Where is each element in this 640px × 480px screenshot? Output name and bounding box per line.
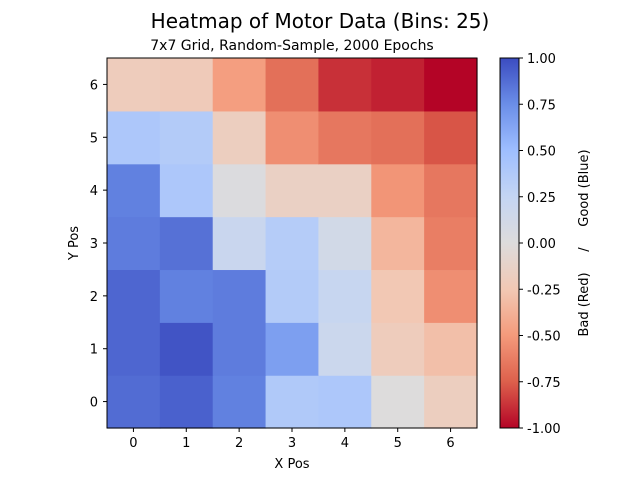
heatmap-cell (159, 269, 214, 323)
heatmap-cell (265, 322, 320, 376)
y-tick-label: 1 (90, 343, 98, 358)
y-axis-ticks: 0 1 2 3 4 5 6 (90, 78, 107, 411)
x-tick-label: 6 (446, 436, 454, 451)
y-axis-label: Y Pos (67, 226, 82, 261)
x-tick-label: 5 (394, 436, 402, 451)
heatmap-cell (424, 322, 478, 376)
y-tick-label: 6 (90, 78, 98, 93)
heatmap-cell (424, 375, 478, 429)
heatmap-cell (424, 163, 478, 218)
colorbar-tick-label: -0.50 (527, 330, 561, 345)
heatmap-cell (212, 163, 267, 218)
heatmap-cell (318, 322, 372, 376)
heatmap-cell (424, 216, 478, 271)
heatmap-cell (107, 163, 161, 218)
heatmap-cell (159, 216, 214, 271)
x-tick-label: 4 (341, 436, 349, 451)
heatmap-cell (371, 110, 425, 165)
heatmap-cell (159, 322, 214, 376)
heatmap-cell (159, 110, 214, 165)
heatmap-cell (371, 58, 425, 112)
heatmap-cell (107, 58, 161, 112)
heatmap-cell (159, 163, 214, 218)
x-axis-label: X Pos (274, 457, 309, 472)
heatmap-cell (424, 269, 478, 323)
heatmap-cell (212, 322, 267, 376)
heatmap-cell (212, 269, 267, 323)
heatmap-cell (159, 375, 214, 429)
heatmap-cell (265, 269, 320, 323)
heatmap-cell (424, 58, 478, 112)
colorbar-tick-label: 1.00 (527, 52, 556, 67)
heatmap-cell (212, 58, 267, 112)
y-tick-label: 4 (90, 184, 98, 199)
heatmap-cell (424, 110, 478, 165)
x-tick-label: 1 (182, 436, 190, 451)
heatmap-cell (371, 375, 425, 429)
heatmap-cell (107, 110, 161, 165)
heatmap-cell (107, 375, 161, 429)
heatmap-cell (265, 375, 320, 429)
heatmap-cells (107, 58, 478, 429)
chart-subtitle: 7x7 Grid, Random-Sample, 2000 Epochs (150, 38, 433, 54)
y-tick-label: 0 (90, 396, 98, 411)
heatmap-cell (265, 163, 320, 218)
heatmap-cell (318, 269, 372, 323)
y-tick-label: 2 (90, 290, 98, 305)
heatmap-cell (265, 216, 320, 271)
heatmap-cell (318, 216, 372, 271)
heatmap-cell (265, 110, 320, 165)
y-tick-label: 5 (90, 131, 98, 146)
heatmap-cell (107, 269, 161, 323)
heatmap-cell (318, 110, 372, 165)
heatmap-cell (371, 216, 425, 271)
heatmap-cell (318, 58, 372, 112)
heatmap-cell (212, 375, 267, 429)
colorbar-tick-label: -0.75 (527, 376, 561, 391)
heatmap-cell (212, 216, 267, 271)
colorbar-label: Bad (Red) / Good (Blue) (577, 149, 592, 336)
colorbar-tick-label: 0.00 (527, 237, 556, 252)
colorbar-tick-label: 0.75 (527, 98, 556, 113)
colorbar-ticks: -1.00 -0.75 -0.50 -0.25 0.00 0.25 0.50 0.75 1.00 (519, 52, 561, 437)
heatmap-cell (371, 269, 425, 323)
x-tick-label: 2 (235, 436, 243, 451)
heatmap-cell (159, 58, 214, 112)
heatmap-cell (107, 322, 161, 376)
heatmap-cell (318, 375, 372, 429)
chart-title: Heatmap of Motor Data (Bins: 25) (151, 9, 490, 33)
x-tick-label: 3 (288, 436, 296, 451)
heatmap-cell (371, 322, 425, 376)
x-axis-ticks: 0 1 2 3 4 5 6 (129, 428, 455, 451)
colorbar (499, 57, 520, 429)
x-tick-label: 0 (129, 436, 137, 451)
colorbar-tick-label: -1.00 (527, 422, 561, 437)
heatmap-cell (265, 58, 320, 112)
colorbar-tick-label: 0.25 (527, 191, 556, 206)
heatmap-cell (107, 216, 161, 271)
heatmap-cell (212, 110, 267, 165)
y-tick-label: 3 (90, 237, 98, 252)
heatmap-cell (318, 163, 372, 218)
colorbar-tick-label: 0.50 (527, 145, 556, 160)
colorbar-tick-label: -0.25 (527, 283, 561, 298)
heatmap-cell (371, 163, 425, 218)
